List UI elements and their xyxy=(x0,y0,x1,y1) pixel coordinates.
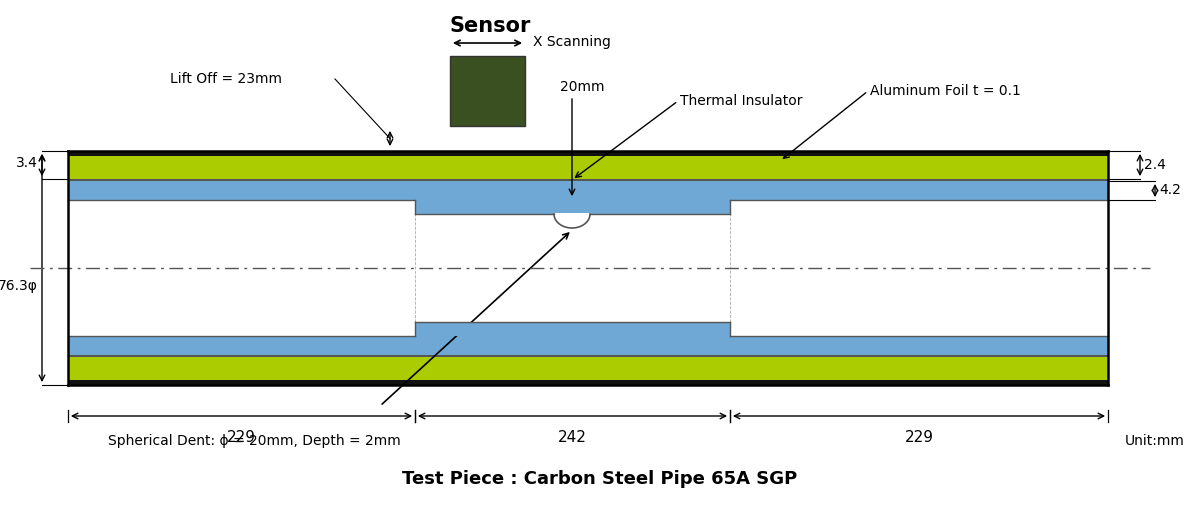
Bar xyxy=(415,200,730,214)
Text: Thermal Insulator: Thermal Insulator xyxy=(680,94,803,108)
Bar xyxy=(68,380,1108,385)
Bar xyxy=(68,357,1108,380)
Text: Aluminum Foil t = 0.1: Aluminum Foil t = 0.1 xyxy=(870,84,1021,98)
Bar xyxy=(68,156,1108,179)
Bar xyxy=(450,56,526,126)
Text: Sensor: Sensor xyxy=(449,16,530,36)
Text: X Scanning: X Scanning xyxy=(533,35,611,49)
Bar xyxy=(415,322,730,336)
Bar xyxy=(68,181,1108,200)
Bar xyxy=(68,336,1108,355)
Bar xyxy=(68,151,1108,156)
Text: Spherical Dent: ϕ = 20mm, Depth = 2mm: Spherical Dent: ϕ = 20mm, Depth = 2mm xyxy=(108,434,401,448)
Text: 76.3φ: 76.3φ xyxy=(0,279,38,293)
Bar xyxy=(68,355,1108,357)
Text: 3.4: 3.4 xyxy=(16,156,38,170)
Text: Unit:mm: Unit:mm xyxy=(1126,434,1186,448)
Text: 4.2: 4.2 xyxy=(1159,184,1181,198)
Text: 229: 229 xyxy=(905,430,934,445)
Text: Test Piece : Carbon Steel Pipe 65A SGP: Test Piece : Carbon Steel Pipe 65A SGP xyxy=(402,470,798,488)
Text: 20mm: 20mm xyxy=(560,80,605,94)
Text: 2.4: 2.4 xyxy=(1144,158,1166,172)
Text: Lift Off = 23mm: Lift Off = 23mm xyxy=(170,72,282,86)
Polygon shape xyxy=(554,214,590,228)
Text: 242: 242 xyxy=(558,430,587,445)
Bar xyxy=(68,179,1108,181)
Text: 229: 229 xyxy=(227,430,256,445)
Bar xyxy=(68,200,1108,336)
